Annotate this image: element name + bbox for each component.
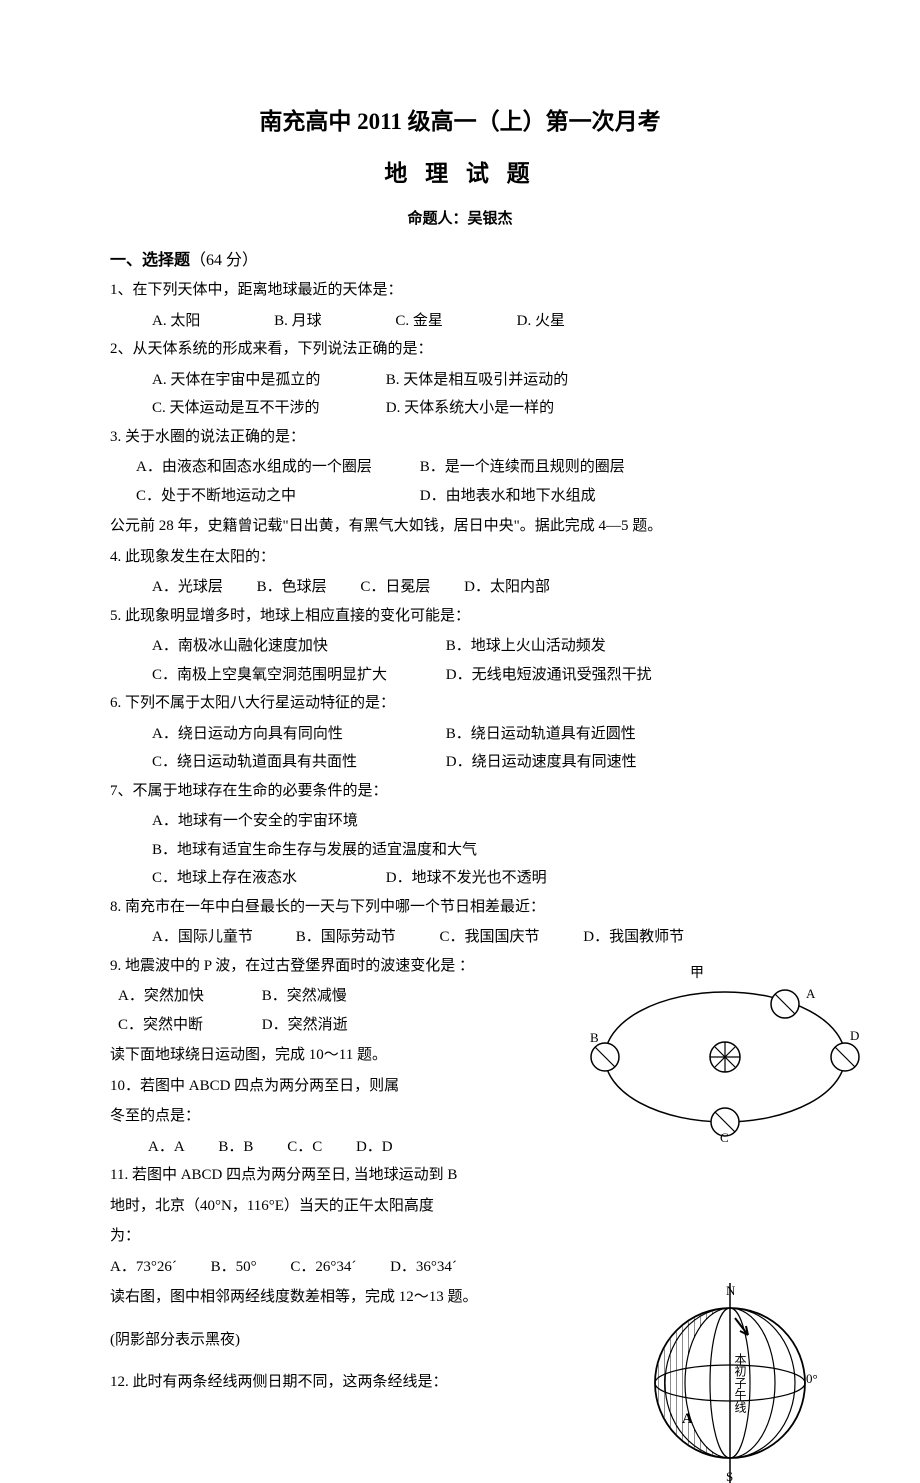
q1-opt-d: D. 火星 bbox=[517, 307, 565, 336]
q1-opt-c: C. 金星 bbox=[395, 307, 443, 336]
q2-options: A. 天体在宇宙中是孤立的 B. 天体是相互吸引并运动的 C. 天体运动是互不干… bbox=[110, 366, 810, 423]
svg-text:A: A bbox=[682, 1411, 693, 1427]
q4-opt-d: D．太阳内部 bbox=[464, 573, 550, 602]
q4-opt-c: C．日冕层 bbox=[360, 573, 430, 602]
q5-opt-a: A．南极冰山融化速度加快 bbox=[152, 632, 442, 661]
title-main: 南充高中 2011 级高一（上）第一次月考 bbox=[110, 100, 810, 144]
q8-stem: 8. 南充市在一年中白昼最长的一天与下列中哪一个节日相差最近： bbox=[110, 893, 810, 922]
q1-opt-a: A. 太阳 bbox=[152, 307, 200, 336]
q2-stem: 2、从天体系统的形成来看，下列说法正确的是： bbox=[110, 335, 810, 364]
q9-opt-a: A．突然加快 bbox=[118, 982, 258, 1011]
q8-opt-a: A．国际儿童节 bbox=[152, 923, 292, 952]
q8-options: A．国际儿童节 B．国际劳动节 C．我国国庆节 D．我国教师节 bbox=[110, 923, 810, 952]
q11-opt-b: B．50° bbox=[211, 1253, 257, 1282]
q3-opt-d: D．由地表水和地下水组成 bbox=[420, 488, 596, 504]
q3-opt-b: B．是一个连续而且规则的圈层 bbox=[420, 459, 625, 475]
svg-text:D: D bbox=[850, 1028, 859, 1043]
q11-opt-d: D．36°34´ bbox=[390, 1253, 457, 1282]
q6-opt-d: D．绕日运动速度具有同速性 bbox=[446, 754, 637, 770]
q5-opt-c: C．南极上空臭氧空洞范围明显扩大 bbox=[152, 661, 442, 690]
q2-opt-d: D. 天体系统大小是一样的 bbox=[386, 400, 554, 416]
svg-text:A: A bbox=[806, 986, 816, 1001]
q5-options: A．南极冰山融化速度加快 B．地球上火山活动频发 C．南极上空臭氧空洞范围明显扩… bbox=[110, 632, 810, 689]
q2-opt-c: C. 天体运动是互不干涉的 bbox=[152, 394, 382, 423]
svg-text:B: B bbox=[590, 1030, 599, 1045]
svg-text:甲: 甲 bbox=[690, 966, 704, 981]
q7-opt-a: A．地球有一个安全的宇宙环境 bbox=[152, 807, 810, 836]
title-sub: 地 理 试 题 bbox=[110, 152, 810, 196]
section-1-header: 一、选择题（64 分） bbox=[110, 246, 810, 276]
svg-text:C: C bbox=[720, 1130, 729, 1142]
section-1-label: 一、选择题 bbox=[110, 252, 190, 269]
q10-opt-c: C．C bbox=[287, 1133, 322, 1162]
q6-opt-b: B．绕日运动轨道具有近圆性 bbox=[446, 726, 636, 742]
svg-text:本初子午线: 本初子午线 bbox=[733, 1353, 747, 1413]
q3-stem: 3. 关于水圈的说法正确的是： bbox=[110, 423, 810, 452]
q10-opt-b: B．B bbox=[218, 1133, 253, 1162]
q6-stem: 6. 下列不属于太阳八大行星运动特征的是： bbox=[110, 689, 810, 718]
q9-opt-b: B．突然减慢 bbox=[262, 988, 347, 1004]
author-line: 命题人：吴银杰 bbox=[110, 205, 810, 234]
q1-options: A. 太阳 B. 月球 C. 金星 D. 火星 bbox=[110, 307, 810, 336]
q11-stem-1: 11. 若图中 ABCD 四点为两分两至日, 当地球运动到 B bbox=[110, 1161, 810, 1190]
q5-stem: 5. 此现象明显增多时，地球上相应直接的变化可能是： bbox=[110, 602, 810, 631]
q7-stem: 7、不属于地球存在生命的必要条件的是： bbox=[110, 777, 810, 806]
q11-stem-3: 为： bbox=[110, 1222, 810, 1251]
q6-opt-a: A．绕日运动方向具有同向性 bbox=[152, 720, 442, 749]
q6-options: A．绕日运动方向具有同向性 B．绕日运动轨道具有近圆性 C．绕日运动轨道面具有共… bbox=[110, 720, 810, 777]
q8-opt-d: D．我国教师节 bbox=[583, 929, 684, 945]
q4-opt-a: A．光球层 bbox=[152, 573, 223, 602]
q4-stem: 4. 此现象发生在太阳的： bbox=[110, 543, 810, 572]
q7-opt-d: D．地球不发光也不透明 bbox=[386, 870, 547, 886]
q10-opt-a: A．A bbox=[148, 1133, 185, 1162]
q5-opt-b: B．地球上火山活动频发 bbox=[446, 638, 606, 654]
q9-opt-c: C．突然中断 bbox=[118, 1011, 258, 1040]
globe-diagram: N S 0° A 本初子午线 bbox=[640, 1283, 820, 1483]
q8-opt-c: C．我国国庆节 bbox=[440, 923, 580, 952]
svg-text:S: S bbox=[726, 1469, 733, 1483]
q8-opt-b: B．国际劳动节 bbox=[296, 923, 436, 952]
q7-options: A．地球有一个安全的宇宙环境 B．地球有适宜生命生存与发展的适宜温度和大气 C．… bbox=[110, 807, 810, 893]
q6-opt-c: C．绕日运动轨道面具有共面性 bbox=[152, 748, 442, 777]
q5-opt-d: D．无线电短波通讯受强烈干扰 bbox=[446, 667, 652, 683]
q2-opt-b: B. 天体是相互吸引并运动的 bbox=[386, 372, 569, 388]
q10-opt-d: D．D bbox=[356, 1133, 393, 1162]
q3-options: A．由液态和固态水组成的一个圈层 B．是一个连续而且规则的圈层 C．处于不断地运… bbox=[110, 453, 810, 510]
q9-opt-d: D．突然消逝 bbox=[262, 1017, 348, 1033]
q11-options: A．73°26´ B．50° C．26°34´ D．36°34´ bbox=[110, 1253, 810, 1282]
q1-opt-b: B. 月球 bbox=[274, 307, 322, 336]
section-1-points: （64 分） bbox=[190, 252, 258, 269]
svg-text:0°: 0° bbox=[806, 1371, 818, 1386]
svg-text:N: N bbox=[726, 1283, 736, 1298]
orbit-diagram: 甲 A B D C bbox=[590, 962, 860, 1142]
q2-opt-a: A. 天体在宇宙中是孤立的 bbox=[152, 366, 382, 395]
q4-opt-b: B．色球层 bbox=[257, 573, 327, 602]
q3-opt-a: A．由液态和固态水组成的一个圈层 bbox=[136, 453, 416, 482]
q3-opt-c: C．处于不断地运动之中 bbox=[136, 482, 416, 511]
q11-opt-c: C．26°34´ bbox=[290, 1253, 356, 1282]
q11-stem-2: 地时，北京（40°N，116°E）当天的正午太阳高度 bbox=[110, 1192, 810, 1221]
q11-opt-a: A．73°26´ bbox=[110, 1253, 177, 1282]
q4-options: A．光球层 B．色球层 C．日冕层 D．太阳内部 bbox=[110, 573, 810, 602]
q7-opt-c: C．地球上存在液态水 bbox=[152, 864, 382, 893]
context-4-5: 公元前 28 年，史籍曾记载"日出黄，有黑气大如钱，居日中央"。据此完成 4—5… bbox=[110, 512, 810, 541]
q7-opt-b: B．地球有适宜生命生存与发展的适宜温度和大气 bbox=[152, 836, 810, 865]
q1-stem: 1、在下列天体中，距离地球最近的天体是： bbox=[110, 276, 810, 305]
